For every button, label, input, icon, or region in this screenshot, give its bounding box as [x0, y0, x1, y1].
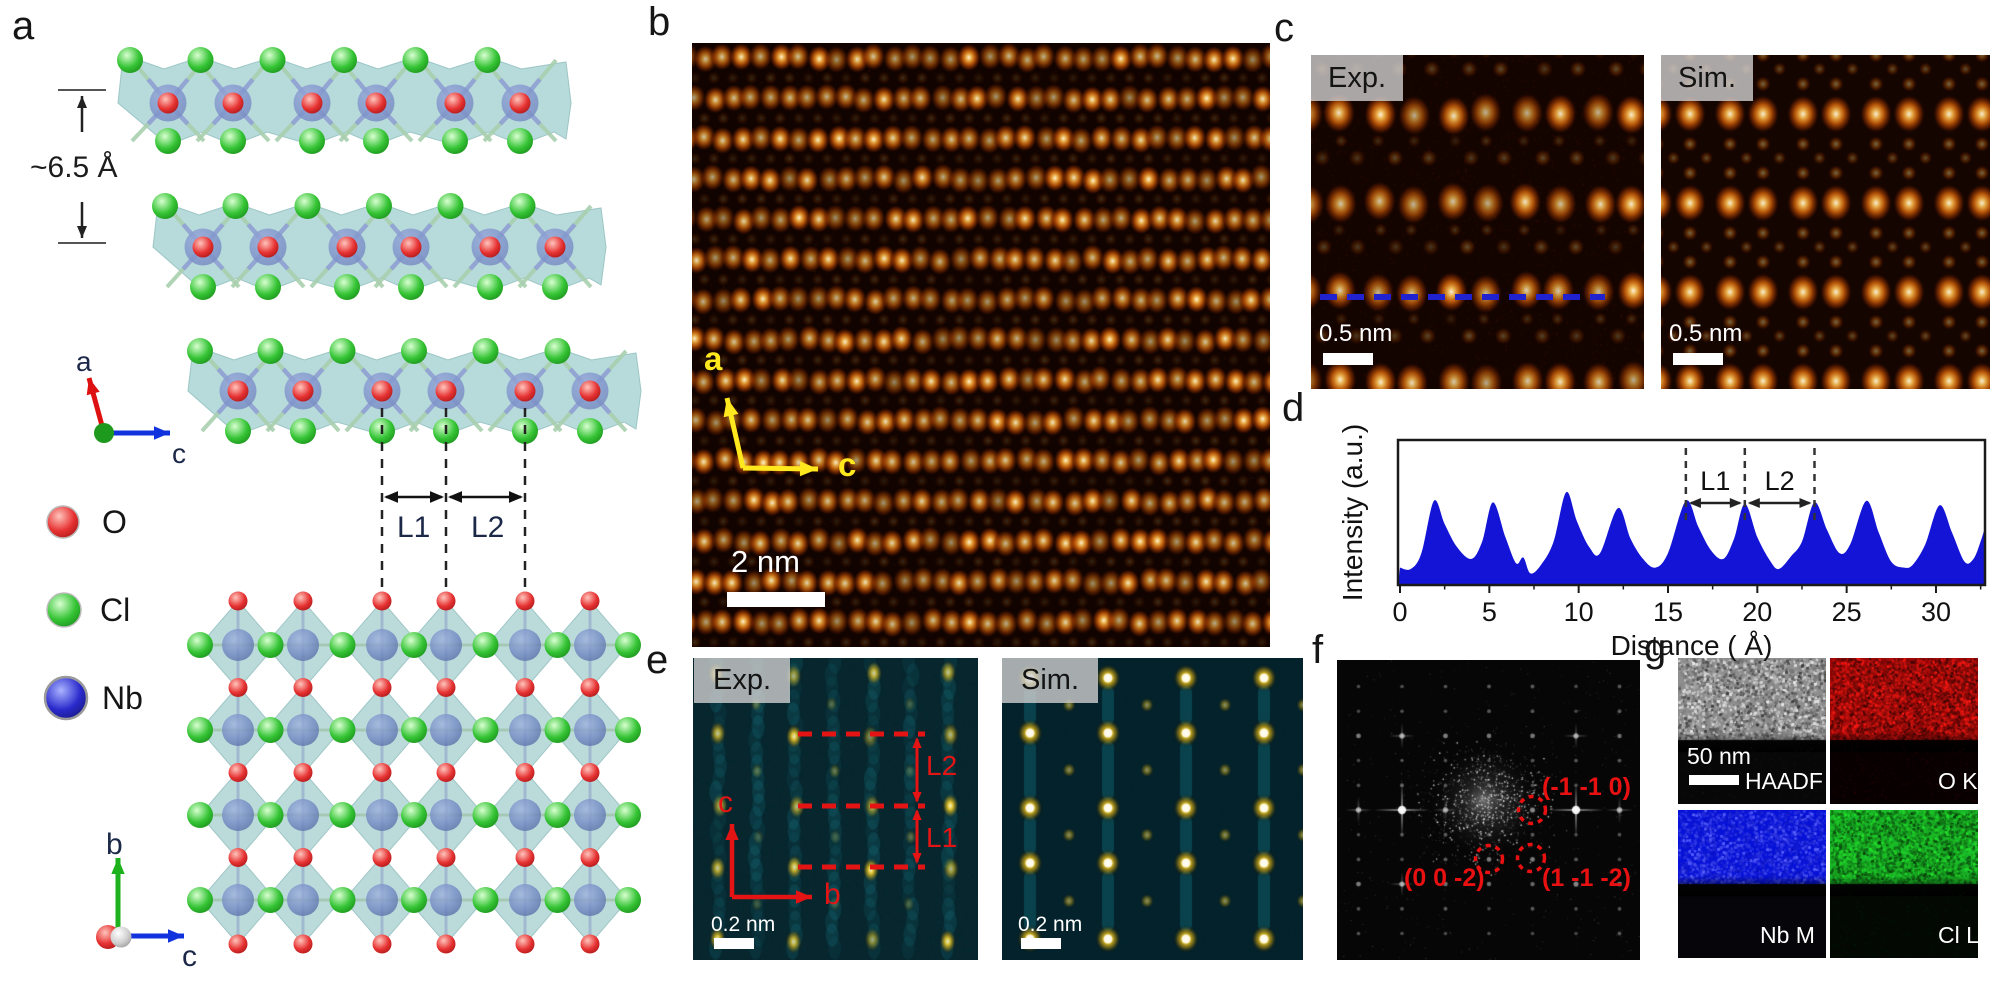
reflection-label-1: (-1 -1 0)	[1542, 773, 1631, 801]
x-tick-label: 20	[1742, 597, 1772, 627]
bond-l2-label-e: L2	[926, 750, 958, 781]
intensity-profile-area	[1398, 492, 1985, 585]
x-tick-label: 30	[1921, 597, 1951, 627]
sim-tag-c: Sim.	[1661, 55, 1753, 101]
scalebar-label-c-sim: 0.5 nm	[1669, 320, 1743, 347]
map-label-haadf: HAADF	[1745, 768, 1823, 794]
sim-tag-e-text: Sim.	[1021, 664, 1079, 696]
axis-a-label-side: a	[76, 346, 92, 377]
x-tick-label: 10	[1564, 597, 1594, 627]
exp-tag-e: Exp.	[694, 658, 790, 703]
bond-l1-label-a: L1	[397, 511, 431, 544]
sim-tag-e: Sim.	[1002, 658, 1098, 703]
x-tick-label: 25	[1832, 597, 1862, 627]
scalebar-label-c-exp: 0.5 nm	[1319, 320, 1393, 347]
stem-exp-image-c	[1311, 55, 1644, 389]
panel-label-d: d	[1282, 386, 1305, 430]
panel-label-b: b	[648, 0, 671, 44]
interlayer-spacing-label: ~6.5 Å	[30, 151, 118, 184]
x-tick-label: 5	[1482, 597, 1497, 627]
y-axis-title: Intensity (a.u.)	[1337, 424, 1368, 601]
o-k-map-g	[1830, 658, 1978, 804]
legend-cl-label: Cl	[100, 592, 131, 628]
map-label-o-k: O K	[1938, 768, 1978, 794]
scalebar-e-sim	[1021, 938, 1061, 949]
bond-l1-label-e: L1	[926, 822, 958, 853]
axis-a-label-b: a	[704, 340, 723, 377]
segment-label-l1: L1	[1700, 466, 1730, 496]
panel-label-c: c	[1274, 6, 1294, 50]
map-label-cl-l: Cl L	[1938, 922, 1979, 948]
segment-label-l2: L2	[1765, 466, 1795, 496]
scalebar-label-e-sim: 0.2 nm	[1018, 913, 1083, 936]
sim-tag-c-text: Sim.	[1678, 61, 1736, 94]
scalebar-label-g: 50 nm	[1687, 743, 1751, 769]
axis-c-label-e: c	[718, 786, 733, 819]
stem-exp-image-e	[693, 658, 978, 960]
scalebar-b	[727, 592, 825, 607]
x-tick-label: 15	[1653, 597, 1683, 627]
panel-label-a: a	[12, 4, 35, 48]
legend-nb-label: Nb	[102, 680, 143, 716]
axis-c-label-b: c	[838, 446, 857, 483]
stem-sim-image-c	[1661, 55, 1990, 389]
scalebar-e-exp	[714, 938, 754, 949]
exp-tag-c: Exp.	[1311, 55, 1403, 101]
cl-l-map-g	[1830, 810, 1978, 958]
legend-o-label: O	[102, 504, 127, 540]
x-axis-title: Distance ( Å)	[1611, 630, 1773, 661]
scalebar-c-exp	[1323, 353, 1373, 365]
reflection-label-3: (1 -1 -2)	[1542, 864, 1631, 892]
stem-sim-image-e	[1002, 658, 1303, 960]
fft-pattern-f	[1337, 660, 1640, 960]
panel-label-f: f	[1312, 628, 1324, 672]
scalebar-g	[1689, 775, 1739, 785]
panel-label-g: g	[1644, 626, 1667, 670]
scalebar-c-sim	[1673, 353, 1723, 365]
map-label-nb-m: Nb M	[1760, 922, 1815, 948]
axis-b-label-e: b	[824, 878, 841, 911]
exp-tag-e-text: Exp.	[712, 664, 772, 696]
panel-label-e: e	[646, 638, 669, 682]
reflection-label-2: (0 0 -2)	[1404, 864, 1485, 892]
axis-b-label-plan: b	[106, 828, 123, 861]
axis-c-label-side: c	[172, 438, 186, 469]
haadf-stem-image-b	[692, 43, 1270, 647]
scalebar-label-e-exp: 0.2 nm	[711, 913, 776, 936]
axis-c-label-plan: c	[182, 940, 197, 973]
nb-m-map-g	[1678, 810, 1826, 958]
scalebar-label-b: 2 nm	[731, 544, 800, 579]
exp-tag-c-text: Exp.	[1327, 61, 1387, 94]
crystal-structure-panel-a	[43, 47, 642, 954]
bond-l2-label-a: L2	[471, 511, 505, 544]
x-tick-label: 0	[1392, 597, 1407, 627]
